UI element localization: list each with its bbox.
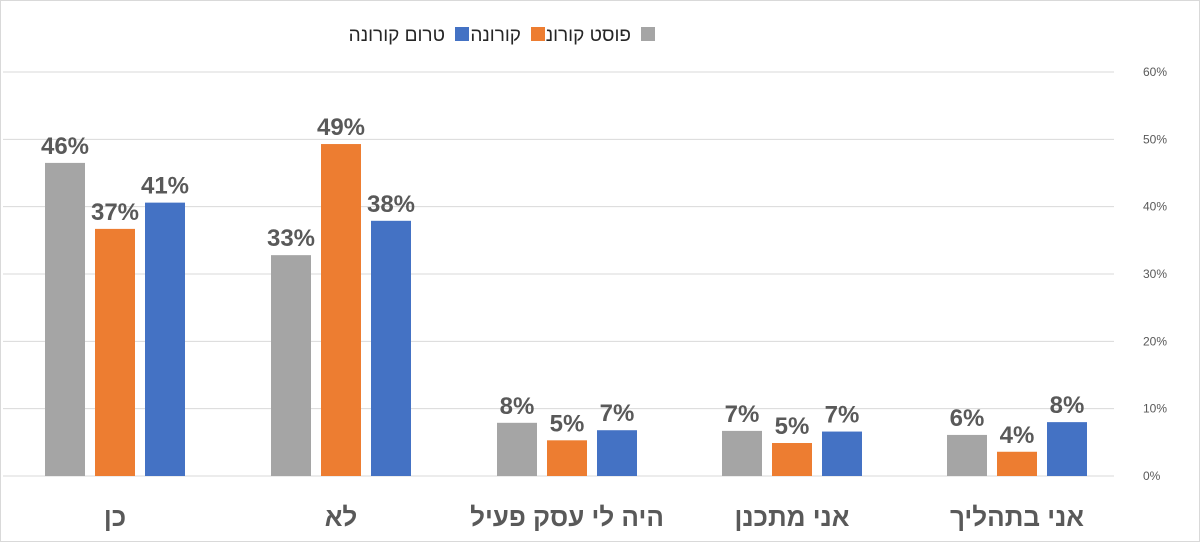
data-label: 8% <box>500 393 535 420</box>
legend-label: טרום קורונה <box>349 25 445 46</box>
data-label: 6% <box>950 405 985 432</box>
y-tick-label: 20% <box>1143 334 1167 348</box>
bar <box>45 162 85 476</box>
bar <box>321 144 361 476</box>
bar <box>271 255 311 476</box>
y-tick-label: 10% <box>1143 402 1167 416</box>
legend-swatch <box>531 27 545 41</box>
y-axis: 0% 10% 20% 30% 40% 50% 60% <box>1143 65 1167 483</box>
data-label: 4% <box>1000 422 1035 449</box>
data-label: 5% <box>550 410 585 437</box>
data-label: 46% <box>41 133 89 160</box>
category-label: לא <box>325 502 358 532</box>
legend-label: קורונה <box>470 25 521 46</box>
data-label: 5% <box>775 413 810 440</box>
category-label: כן <box>104 502 126 532</box>
bar <box>772 443 812 476</box>
bar <box>722 430 762 476</box>
bar <box>95 228 135 476</box>
y-tick-label: 50% <box>1143 132 1167 146</box>
bar <box>547 440 587 476</box>
bar <box>371 220 411 476</box>
data-label: 41% <box>141 173 189 200</box>
bar <box>497 422 537 476</box>
category-label: היה לי עסק פעיל <box>470 502 664 532</box>
bar <box>947 434 987 476</box>
y-tick-label: 30% <box>1143 267 1167 281</box>
data-label: 8% <box>1050 392 1085 419</box>
data-label: 49% <box>317 114 365 141</box>
bar <box>997 451 1037 476</box>
bar <box>145 202 185 477</box>
data-label: 7% <box>725 401 760 428</box>
y-tick-label: 0% <box>1143 469 1161 483</box>
legend: פוסט קורונה קורונה טרום קורונה <box>349 25 655 46</box>
legend-label: פוסט קורונה <box>534 25 631 46</box>
bar <box>822 431 862 476</box>
data-label: 33% <box>267 225 315 252</box>
bars <box>45 144 1087 477</box>
category-label: אני בתהליך <box>950 502 1084 532</box>
data-label: 7% <box>825 402 860 429</box>
legend-swatch <box>641 27 655 41</box>
data-label: 7% <box>600 400 635 427</box>
legend-swatch <box>455 27 469 41</box>
y-tick-label: 40% <box>1143 200 1167 214</box>
category-label: אני מתכנן <box>735 502 850 532</box>
y-tick-label: 60% <box>1143 65 1167 79</box>
gridlines <box>3 71 1114 477</box>
category-labels: כן לא היה לי עסק פעיל אני מתכנן אני בתהליך <box>104 502 1084 532</box>
data-label: 38% <box>367 191 415 218</box>
data-label: 37% <box>91 199 139 226</box>
value-labels: 46% 33% 8% 7% 6% 37% 49% 5% 5% 4% 41% 38% 7% 7% 8% <box>41 114 1084 449</box>
bar <box>1047 422 1087 476</box>
bar <box>597 430 637 476</box>
